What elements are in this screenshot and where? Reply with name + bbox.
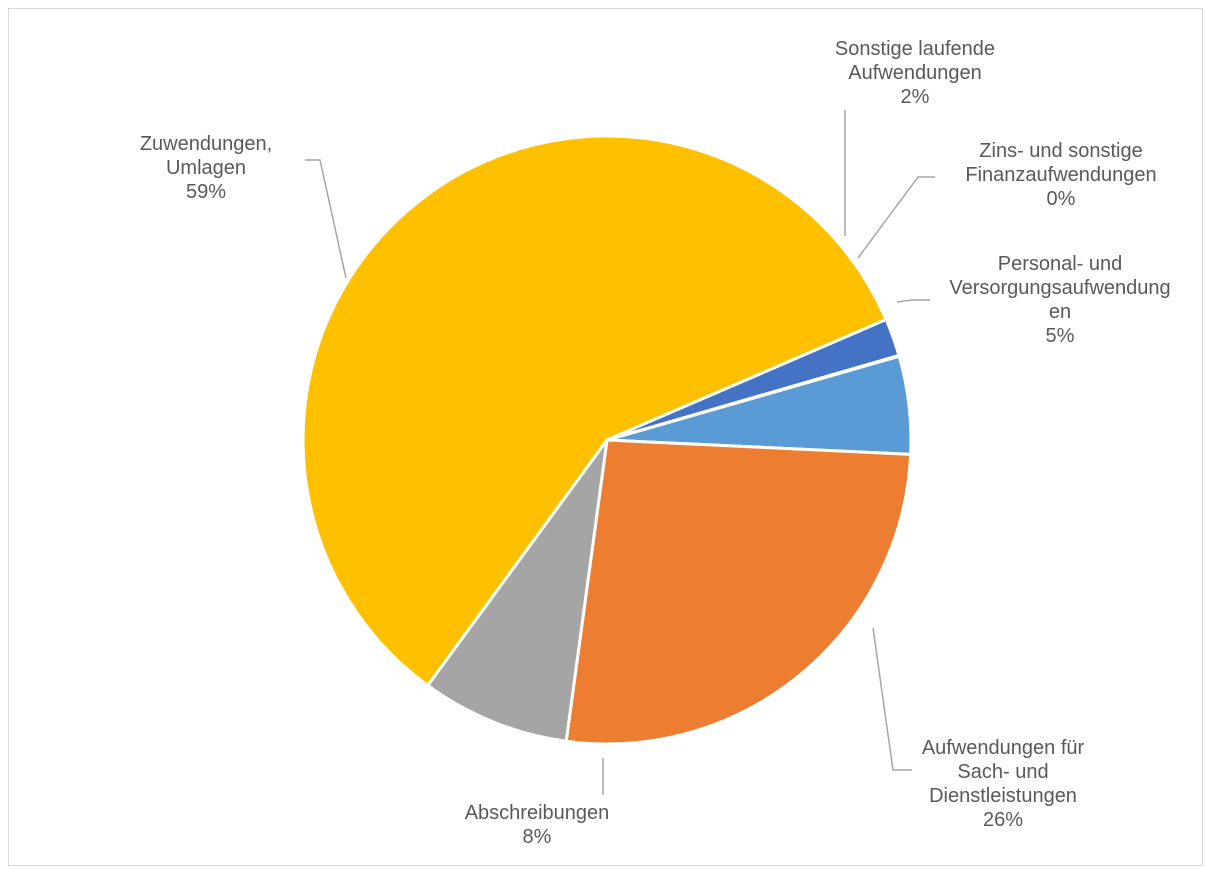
data-label-4: Sonstige laufende Aufwendungen 2% xyxy=(835,38,995,108)
data-label-line: Sonstige laufende xyxy=(835,38,995,60)
data-label-percent: 0% xyxy=(1047,188,1076,210)
data-label-line: Personal- und xyxy=(998,253,1123,275)
data-label-line: Versorgungsaufwendung xyxy=(949,277,1170,299)
data-label-percent: 59% xyxy=(186,181,226,203)
data-label-1: Aufwendungen für Sach- und Dienstleistunge… xyxy=(922,737,1085,831)
data-label-percent: 8% xyxy=(523,826,552,848)
pie-slice-5 xyxy=(605,353,901,442)
data-label-line: Abschreibungen xyxy=(465,802,610,824)
data-label-line: Aufwendungen xyxy=(848,62,981,84)
data-label-line: Zuwendungen, xyxy=(140,133,272,155)
data-label-line: Aufwendungen für xyxy=(922,737,1085,759)
data-label-5: Zins- und sonstige Finanzaufwendungen 0% xyxy=(965,140,1156,210)
data-label-percent: 5% xyxy=(1046,325,1075,347)
data-label-line: en xyxy=(1049,301,1071,323)
data-label-2: Abschreibungen 8% xyxy=(465,802,610,848)
data-label-line: Dienstleistungen xyxy=(929,785,1077,807)
leader-line-1 xyxy=(872,627,912,771)
data-label-3: Zuwendungen, Umlagen 59% xyxy=(140,133,272,203)
data-label-line: Umlagen xyxy=(166,157,246,179)
pie-slice-1 xyxy=(564,438,913,746)
data-label-percent: 26% xyxy=(983,809,1023,831)
leader-line-3 xyxy=(305,159,347,279)
labels-group: Personal- und Versorgungsaufwendung en 5% Au… xyxy=(140,38,1171,848)
data-label-percent: 2% xyxy=(901,86,930,108)
data-label-line: Finanzaufwendungen xyxy=(965,164,1156,186)
data-label-line: Zins- und sonstige xyxy=(979,140,1142,162)
leader-line-0 xyxy=(896,299,930,303)
leader-line-5 xyxy=(857,176,935,259)
leader-lines-group xyxy=(305,110,935,795)
data-label-0: Personal- und Versorgungsaufwendung en 5% xyxy=(949,253,1170,347)
pie-slice-2 xyxy=(426,438,609,743)
slices-group xyxy=(301,134,913,746)
data-label-line: Sach- und xyxy=(957,761,1048,783)
pie-slice-3 xyxy=(301,134,888,687)
